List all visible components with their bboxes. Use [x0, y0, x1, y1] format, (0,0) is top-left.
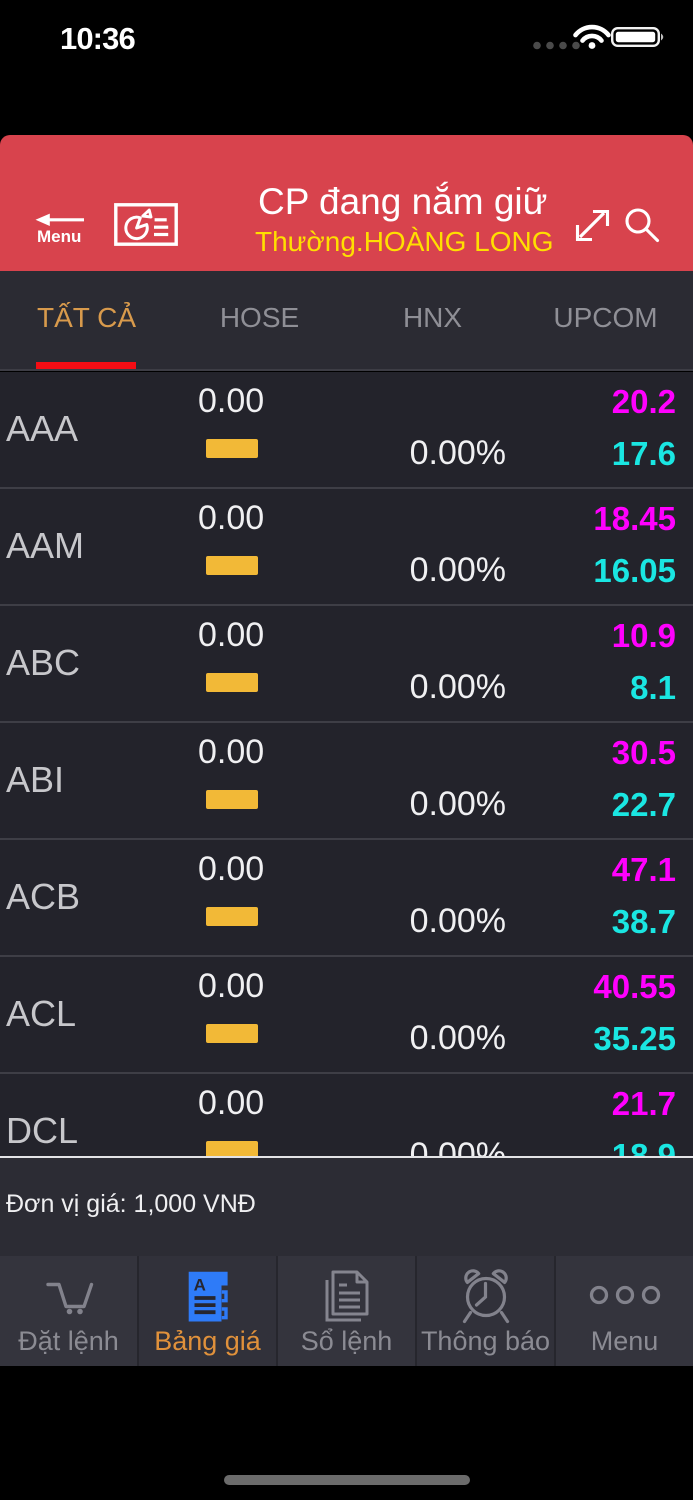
svg-text:A: A — [194, 1276, 206, 1295]
